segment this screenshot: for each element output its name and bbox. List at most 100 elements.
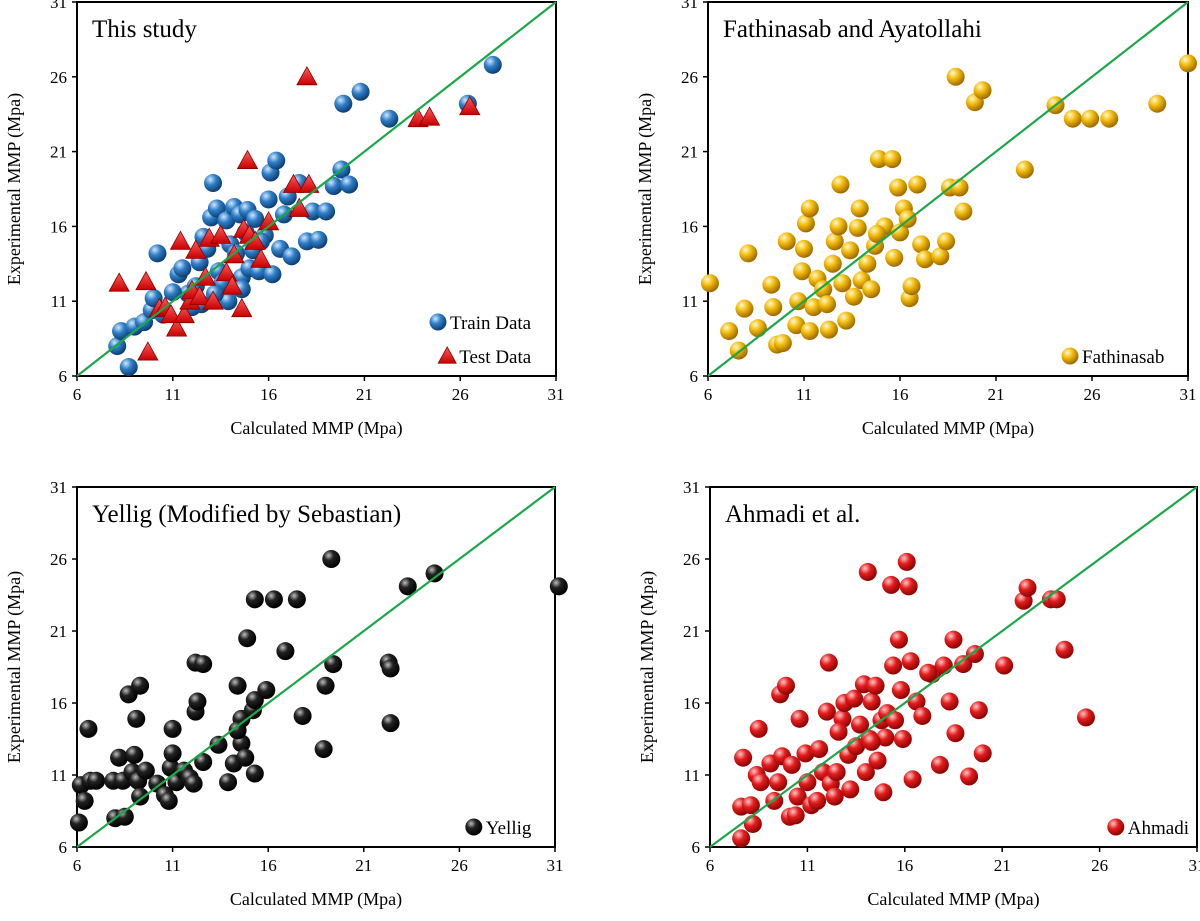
data-point-ahmadi xyxy=(944,630,963,649)
data-point-ahmadi xyxy=(827,763,846,782)
data-point-yellig xyxy=(236,748,255,767)
data-point-test xyxy=(185,239,207,259)
data-point-train xyxy=(380,109,399,128)
data-point-test xyxy=(257,211,280,231)
x-tick-label: 26 xyxy=(1091,856,1108,875)
data-point-test xyxy=(418,106,441,126)
data-point-fathinasab xyxy=(1179,54,1197,73)
y-tick-label: 6 xyxy=(59,838,68,857)
legend: Train Data Test Data xyxy=(429,313,532,368)
points-layer xyxy=(69,550,568,832)
data-point-yellig xyxy=(219,773,238,792)
panel-title: Yellig (Modified by Sebastian) xyxy=(92,501,401,528)
data-point-fathinasab xyxy=(1081,109,1100,128)
data-point-ahmadi xyxy=(769,773,788,792)
legend-marker-train xyxy=(429,313,447,331)
data-point-fathinasab xyxy=(793,262,812,281)
data-point-ahmadi xyxy=(782,755,801,774)
y-tick-label: 6 xyxy=(692,838,701,857)
data-point-fathinasab xyxy=(1063,109,1082,128)
data-point-train xyxy=(259,190,278,209)
data-point-train xyxy=(204,174,223,193)
y-tick-label: 31 xyxy=(50,0,67,12)
identity-line xyxy=(76,1,557,377)
data-point-ahmadi xyxy=(825,787,844,806)
data-point-fathinasab xyxy=(818,295,837,314)
data-point-ahmadi xyxy=(732,829,751,848)
data-point-ahmadi xyxy=(891,681,910,700)
y-tick-label: 26 xyxy=(50,550,67,569)
data-point-fathinasab xyxy=(885,248,904,267)
data-point-fathinasab xyxy=(829,217,848,236)
x-tick-label: 11 xyxy=(165,385,181,404)
data-point-fathinasab xyxy=(804,298,823,317)
data-point-yellig xyxy=(324,655,343,674)
y-tick-label: 11 xyxy=(684,766,700,785)
data-point-train xyxy=(217,211,236,230)
x-tick-label: 11 xyxy=(799,856,815,875)
data-point-yellig xyxy=(381,659,400,678)
data-point-ahmadi xyxy=(899,577,918,596)
data-point-yellig xyxy=(381,714,400,733)
data-point-ahmadi xyxy=(930,755,949,774)
y-tick-label: 11 xyxy=(51,292,67,311)
data-point-ahmadi xyxy=(960,767,979,786)
data-point-ahmadi xyxy=(954,655,973,674)
data-point-ahmadi xyxy=(889,630,908,649)
data-point-ahmadi xyxy=(1076,708,1095,727)
y-tick-label: 16 xyxy=(50,694,67,713)
data-point-yellig xyxy=(245,590,264,609)
data-point-train xyxy=(317,202,336,221)
y-tick-label: 6 xyxy=(690,367,699,386)
data-point-fathinasab xyxy=(762,275,781,294)
data-point-ahmadi xyxy=(741,796,760,815)
y-tick-label: 16 xyxy=(681,217,698,236)
legend-marker-test xyxy=(437,346,457,364)
y-tick-label: 21 xyxy=(681,143,698,162)
data-point-test xyxy=(231,297,253,318)
data-point-test xyxy=(165,317,188,337)
data-point-yellig xyxy=(194,753,213,772)
y-tick-label: 31 xyxy=(50,478,67,497)
data-point-fathinasab xyxy=(833,274,852,293)
data-point-ahmadi xyxy=(876,728,895,747)
data-point-fathinasab xyxy=(883,150,902,169)
data-point-ahmadi xyxy=(829,722,848,741)
y-axis-title: Experimental MMP (Mpa) xyxy=(635,93,656,285)
data-point-fathinasab xyxy=(764,298,783,317)
data-point-yellig xyxy=(163,719,182,738)
x-axis-title: Calculated MMP (Mpa) xyxy=(230,418,402,439)
data-point-yellig xyxy=(69,813,88,832)
data-point-fathinasab xyxy=(850,199,869,218)
data-point-yellig xyxy=(276,642,295,661)
data-point-fathinasab xyxy=(819,320,838,339)
data-point-fathinasab xyxy=(848,218,867,237)
data-point-fathinasab xyxy=(841,241,860,260)
data-point-train xyxy=(483,55,502,74)
data-point-yellig xyxy=(110,748,129,767)
y-tick-label: 6 xyxy=(59,367,68,386)
x-axis-title: Calculated MMP (Mpa) xyxy=(867,889,1039,910)
data-point-yellig xyxy=(75,791,94,810)
x-axis-title: Calculated MMP (Mpa) xyxy=(230,889,402,910)
identity-line xyxy=(707,1,1189,377)
data-point-fathinasab xyxy=(735,299,754,318)
y-tick-label: 16 xyxy=(50,217,67,236)
data-point-ahmadi xyxy=(919,663,938,682)
data-point-fathinasab xyxy=(795,239,813,258)
data-point-ahmadi xyxy=(743,814,762,833)
data-point-ahmadi xyxy=(884,656,903,675)
data-point-train xyxy=(334,94,353,113)
data-point-fathinasab xyxy=(789,292,808,311)
y-tick-label: 26 xyxy=(681,68,698,87)
data-point-fathinasab xyxy=(800,199,819,218)
data-point-yellig xyxy=(228,676,247,695)
data-point-fathinasab xyxy=(823,254,842,273)
data-point-fathinasab xyxy=(787,316,806,335)
data-point-fathinasab xyxy=(891,223,909,242)
data-point-yellig xyxy=(79,719,98,738)
data-point-yellig xyxy=(127,709,146,728)
data-point-ahmadi xyxy=(901,652,920,671)
x-tick-label: 21 xyxy=(994,856,1011,875)
data-point-fathinasab xyxy=(867,224,886,243)
